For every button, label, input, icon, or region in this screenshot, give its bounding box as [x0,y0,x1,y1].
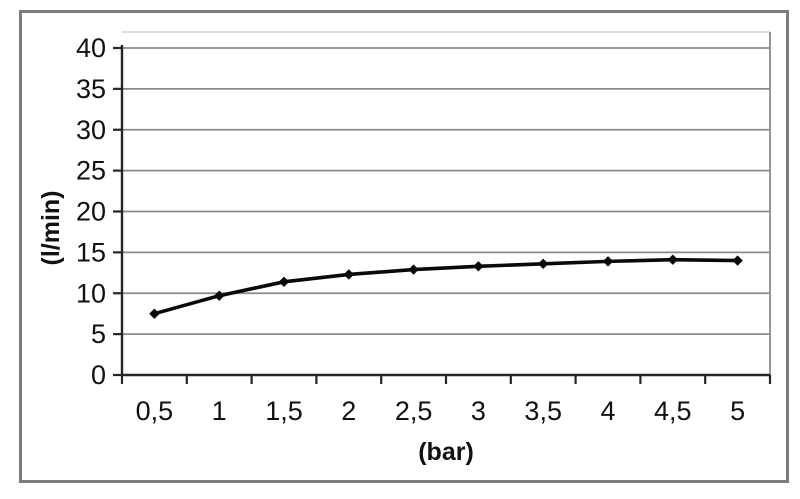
series-marker-diamond [149,308,160,319]
x-tick-label: 2,5 [395,396,433,426]
series-marker-diamond [473,261,484,272]
series-marker-diamond [214,290,225,301]
y-tick-label: 0 [91,360,106,390]
x-tick-label: 3,5 [524,396,562,426]
x-tick-label: 1,5 [265,396,303,426]
x-tick-label: 1 [212,396,227,426]
y-tick-label: 25 [76,156,106,186]
x-tick-label: 4 [600,396,615,426]
series-marker-diamond [278,276,290,288]
series-marker-diamond [343,269,354,280]
y-tick-label: 15 [76,237,106,267]
y-tick-label: 40 [76,33,106,63]
x-tick-label: 0,5 [136,396,174,426]
y-tick-label: 5 [91,319,106,349]
y-tick-label: 35 [76,74,106,104]
series-marker-diamond [602,256,614,267]
series-marker-diamond [408,264,419,275]
y-tick-label: 30 [76,115,106,145]
y-tick-label: 20 [76,197,106,227]
y-axis-title: (l/min) [37,190,65,266]
x-tick-label: 4,5 [654,396,692,426]
series-marker-diamond [538,258,549,270]
series-marker-diamond [667,254,678,265]
x-tick-label: 3 [471,396,486,426]
series-line [152,257,740,316]
y-tick-label: 10 [76,278,106,308]
x-axis-title: (bar) [418,438,474,466]
x-tick-label: 5 [730,396,745,426]
x-tick-label: 2 [341,396,356,426]
series-marker-diamond [732,255,743,266]
